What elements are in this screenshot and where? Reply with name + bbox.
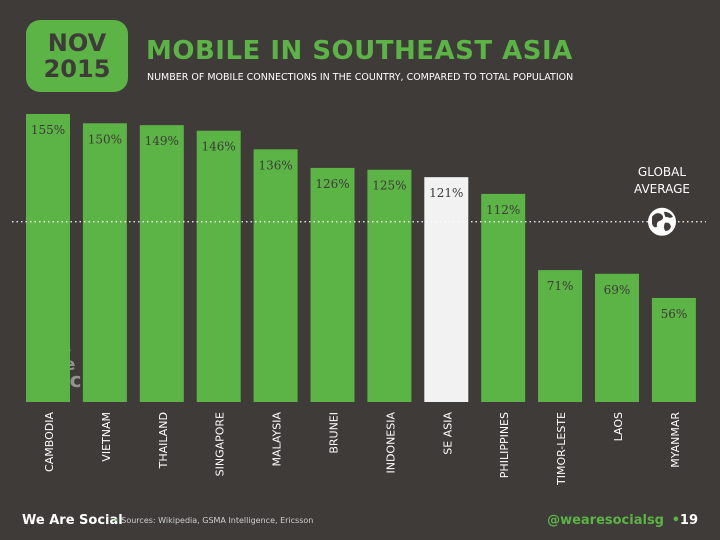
data-label: 69% <box>604 283 631 297</box>
bar-timor-leste <box>538 270 583 402</box>
bar-myanmar <box>651 297 696 402</box>
category-label: INDONESIA <box>384 412 397 474</box>
bar-laos <box>595 273 639 402</box>
date-badge: NOV 2015 <box>26 20 128 92</box>
data-label: 112% <box>486 203 520 217</box>
data-label: 155% <box>31 123 65 137</box>
bar-chart: wearesocial155%150%149%146%136%126%125%1… <box>12 114 706 486</box>
footer-handle: @wearesocialsg <box>547 513 664 528</box>
data-label: 121% <box>429 186 463 200</box>
data-label: 150% <box>88 132 122 146</box>
global-average-label-line1: GLOBAL <box>638 165 686 179</box>
bar-cambodia <box>26 114 70 402</box>
page-title: MOBILE IN SOUTHEAST ASIA <box>146 36 573 66</box>
category-label: MYANMAR <box>669 412 682 468</box>
bar-philippines <box>481 193 526 402</box>
category-label: SE ASIA <box>441 412 454 455</box>
bar-indonesia <box>367 169 412 402</box>
category-label: THAILAND <box>157 412 170 469</box>
data-label: 125% <box>372 179 406 193</box>
date-year: 2015 <box>43 55 111 83</box>
footer-sources: • Sources: Wikipedia, GSMA Intelligence,… <box>114 516 313 525</box>
category-label: PHILIPPINES <box>498 412 511 478</box>
category-label: CAMBODIA <box>43 412 56 472</box>
data-label: 71% <box>547 279 574 293</box>
data-label: 146% <box>202 140 236 154</box>
category-label: VIETNAM <box>100 412 113 462</box>
bar-brunei <box>310 167 355 402</box>
category-label: LAOS <box>612 412 625 441</box>
globe-continents <box>652 211 673 231</box>
category-label: TIMOR-LESTE <box>555 412 568 486</box>
global-average-label-line2: AVERAGE <box>634 182 690 196</box>
footer-separator: • <box>114 516 119 525</box>
data-label: 126% <box>315 177 349 191</box>
page-number: 19 <box>679 513 698 528</box>
bar-malaysia <box>253 149 298 402</box>
bar-thailand <box>139 125 184 403</box>
category-label: SINGAPORE <box>214 412 227 476</box>
data-label: 149% <box>145 134 179 148</box>
category-label: MALAYSIA <box>271 412 284 467</box>
bar-se-asia <box>424 177 469 402</box>
footer-brand: We Are Social <box>22 513 123 528</box>
date-month: NOV <box>47 29 107 57</box>
data-label: 136% <box>258 158 292 172</box>
bar-vietnam <box>82 123 127 403</box>
category-label: BRUNEI <box>328 412 341 454</box>
page-subtitle: NUMBER OF MOBILE CONNECTIONS IN THE COUN… <box>147 72 574 83</box>
footer-sources-text: Sources: Wikipedia, GSMA Intelligence, E… <box>121 516 314 525</box>
footer-page-separator: • <box>671 513 680 528</box>
bar-singapore <box>196 130 241 402</box>
data-label: 56% <box>661 307 688 321</box>
